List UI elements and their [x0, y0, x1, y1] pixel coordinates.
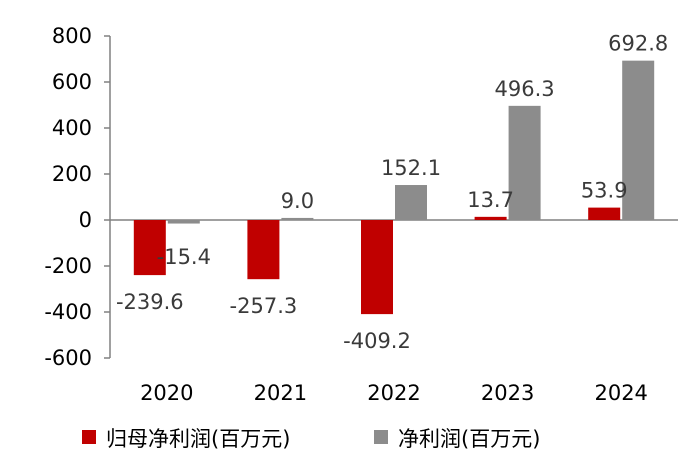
legend-swatch-series-1: [82, 430, 96, 444]
y-tick-label: -200: [44, 254, 92, 278]
chart-legend: 归母净利润(百万元) 净利润(百万元): [82, 427, 540, 451]
y-tick-label: -600: [44, 346, 92, 370]
data-label-series-1-2023: 13.7: [467, 188, 514, 212]
data-label-series-2-2023: 496.3: [495, 77, 555, 101]
y-tick-label: 400: [52, 116, 92, 140]
data-label-series-2-2024: 692.8: [608, 32, 668, 56]
bar-series-2-2024: [622, 60, 655, 220]
x-tick-label: 2021: [254, 381, 307, 405]
legend-label-series-2: 净利润(百万元): [398, 427, 540, 451]
bar-series-1-2020: [133, 220, 166, 276]
y-tick-label: 600: [52, 70, 92, 94]
bar-series-2-2023: [508, 105, 541, 220]
data-label-series-2-2021: 9.0: [281, 189, 314, 213]
data-label-series-1-2022: -409.2: [343, 329, 411, 353]
legend-swatch-series-2: [374, 430, 388, 444]
bar-series-2-2020: [167, 220, 200, 224]
chart-axes: 800 600 400 200 0 -200 -400 -600 2020 2021 2022 202…: [44, 24, 678, 405]
y-tick-label: 0: [79, 208, 92, 232]
data-label-series-1-2021: -257.3: [230, 294, 298, 318]
x-tick-label: 2022: [367, 381, 420, 405]
data-label-series-2-2022: 152.1: [381, 156, 441, 180]
y-tick-label: 200: [52, 162, 92, 186]
chart-bars: [133, 60, 655, 315]
bar-series-2-2021: [281, 217, 314, 220]
data-label-series-1-2020: -239.6: [116, 290, 184, 314]
y-tick-label: 800: [52, 24, 92, 48]
legend-label-series-1: 归母净利润(百万元): [106, 427, 290, 451]
y-tick-label: -400: [44, 300, 92, 324]
x-tick-label: 2024: [594, 381, 647, 405]
chart-data-labels: -239.6 -257.3 -409.2 13.7 53.9 -15.4 9.0 152.1 4…: [116, 32, 668, 353]
data-label-series-2-2020: -15.4: [157, 245, 211, 269]
bar-series-1-2023: [474, 216, 507, 220]
bar-series-2-2022: [395, 185, 427, 220]
data-label-series-1-2024: 53.9: [581, 179, 628, 203]
bar-series-1-2021: [247, 220, 280, 280]
x-tick-label: 2020: [140, 381, 193, 405]
bar-series-1-2024: [588, 207, 621, 220]
bar-series-1-2022: [361, 220, 393, 315]
x-tick-label: 2023: [481, 381, 534, 405]
